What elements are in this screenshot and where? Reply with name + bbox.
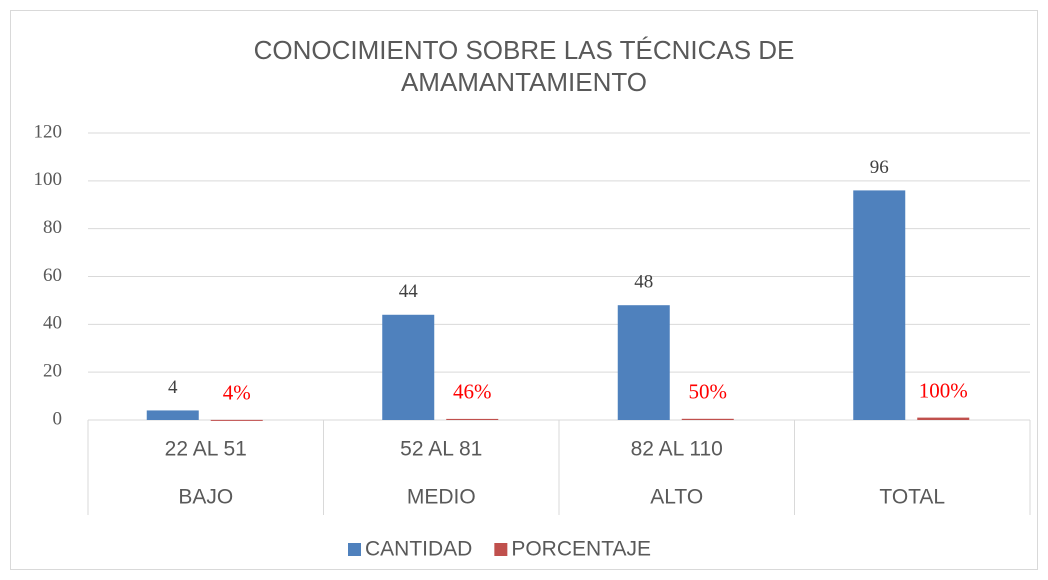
legend-swatch — [348, 543, 361, 556]
legend-label: PORCENTAJE — [511, 538, 651, 561]
data-label: 48 — [634, 272, 653, 293]
x-subcategory-label: 52 AL 81 — [400, 438, 482, 461]
y-tick-label: 40 — [43, 313, 62, 334]
x-subcategory-label: 82 AL 110 — [631, 438, 723, 461]
x-tick-label: TOTAL — [879, 486, 945, 509]
bar — [917, 417, 970, 420]
bar — [382, 314, 435, 420]
y-tick-label: 20 — [43, 361, 62, 382]
data-label: 96 — [870, 157, 889, 178]
bar — [617, 305, 670, 420]
x-tick-label: MEDIO — [407, 486, 476, 509]
y-tick-label: 80 — [43, 217, 62, 238]
data-label: 4 — [168, 377, 178, 398]
y-tick-label: 120 — [34, 121, 63, 142]
data-label: 44 — [399, 281, 419, 302]
bar — [146, 410, 199, 420]
data-label: 4% — [223, 381, 251, 405]
legend-label: CANTIDAD — [365, 538, 472, 561]
bar — [681, 418, 734, 420]
chart-title: CONOCIMIENTO SOBRE LAS TÉCNICAS DE — [254, 35, 795, 65]
legend-swatch — [494, 543, 508, 556]
bar — [853, 190, 906, 420]
data-label: 50% — [689, 380, 728, 404]
y-tick-label: 0 — [53, 408, 63, 429]
chart-title: AMAMANTAMIENTO — [401, 67, 647, 97]
x-subcategory-label: 22 AL 51 — [165, 438, 247, 461]
y-tick-label: 100 — [34, 169, 63, 190]
data-label: 46% — [453, 380, 492, 404]
bar — [210, 419, 263, 421]
y-tick-label: 60 — [43, 265, 62, 286]
x-tick-label: BAJO — [178, 486, 233, 509]
data-label: 100% — [919, 378, 968, 402]
x-tick-label: ALTO — [650, 486, 703, 509]
bar — [446, 418, 499, 420]
